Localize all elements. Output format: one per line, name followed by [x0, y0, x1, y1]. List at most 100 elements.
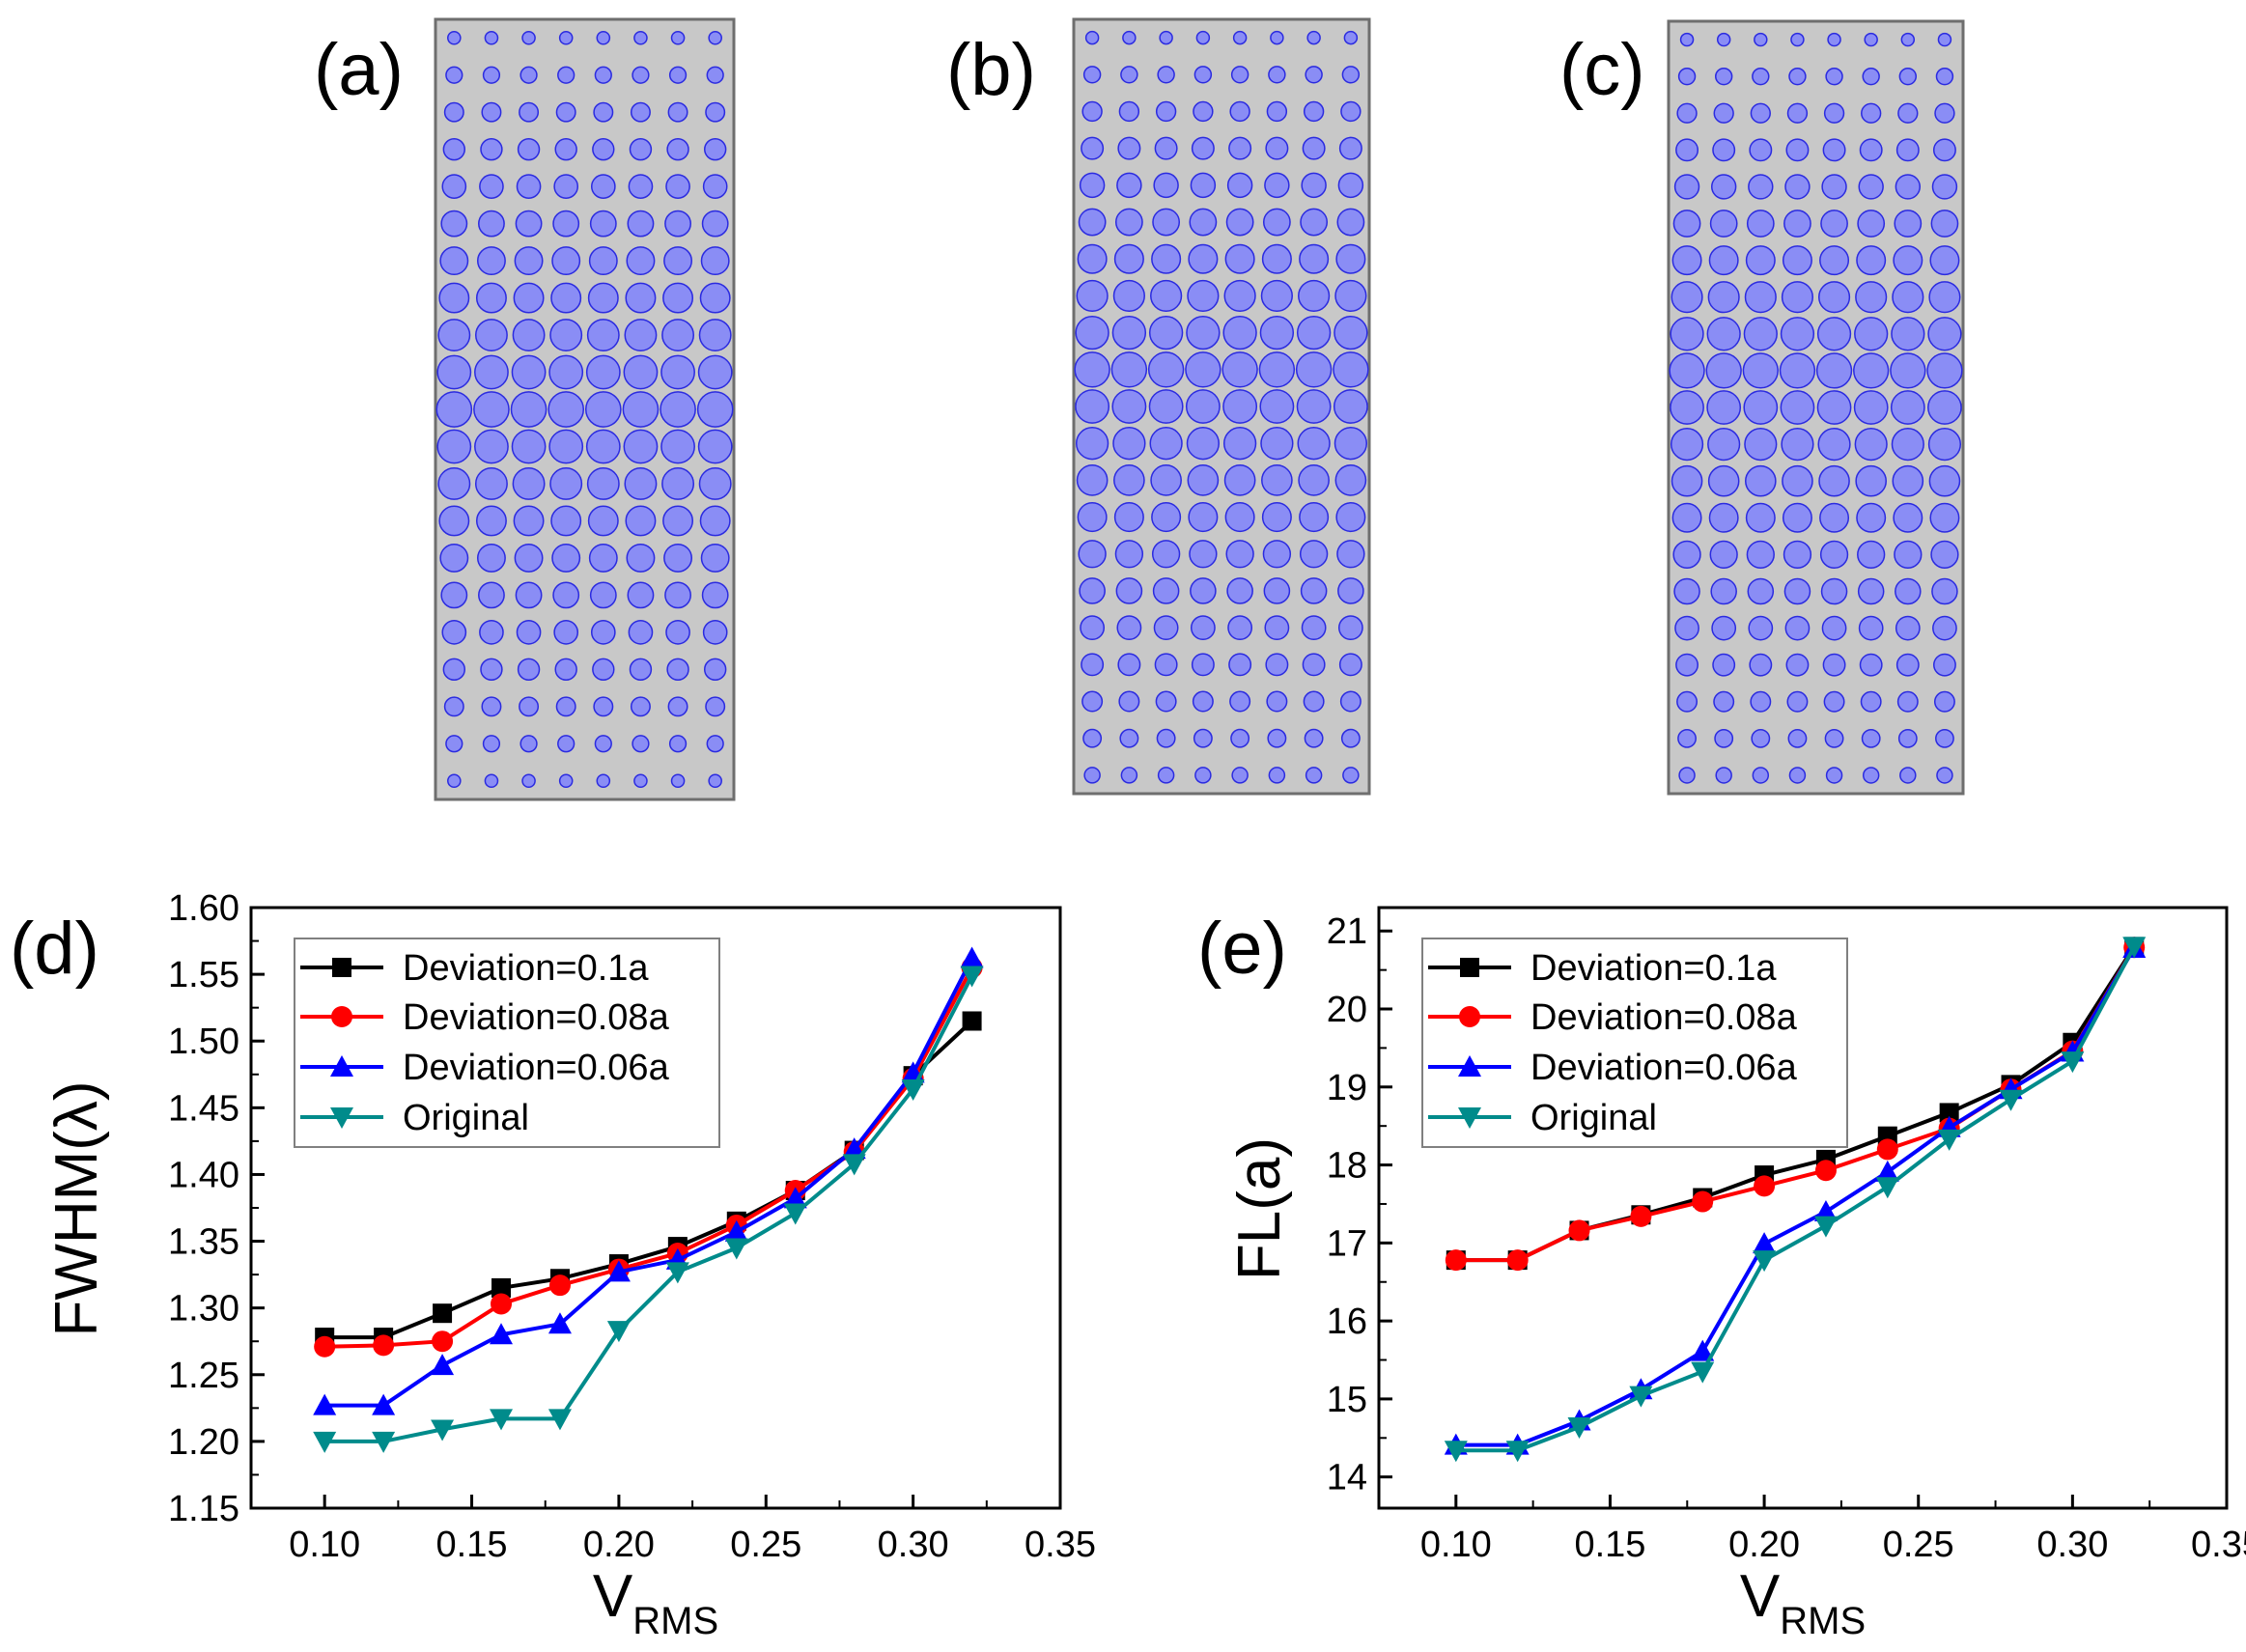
air-hole [1302, 136, 1326, 160]
air-hole [1303, 100, 1325, 123]
air-hole [1120, 767, 1138, 784]
air-hole [1189, 208, 1218, 237]
y-tick-label: 20 [1327, 990, 1367, 1030]
air-hole [1859, 138, 1883, 162]
air-hole [705, 101, 726, 123]
air-hole [517, 137, 541, 161]
fl-chart: 0.10 0.15 0.20 0.25 0.30 0.35 14 15 16 17 18 19 20 21… [1226, 906, 2246, 1642]
air-hole [1749, 138, 1773, 162]
air-hole [1678, 767, 1696, 784]
air-hole [1861, 102, 1882, 124]
air-hole [551, 543, 581, 573]
air-hole [481, 101, 502, 123]
air-hole [515, 581, 543, 609]
air-hole [1825, 767, 1843, 784]
air-hole [552, 581, 580, 609]
air-hole [1077, 243, 1108, 274]
air-hole [1716, 32, 1731, 47]
data-point [1444, 1441, 1468, 1463]
air-hole [1862, 767, 1880, 784]
air-hole [623, 354, 659, 390]
air-hole [441, 174, 467, 199]
air-hole [1742, 352, 1779, 389]
air-hole [1856, 245, 1887, 276]
air-hole [1189, 540, 1218, 569]
x-axis-label: VRMS [1740, 1563, 1866, 1642]
air-hole [1894, 540, 1923, 570]
air-hole [445, 735, 463, 753]
air-hole [1304, 728, 1324, 748]
air-hole [1185, 389, 1221, 424]
air-hole [553, 620, 579, 645]
data-point [1505, 1441, 1530, 1463]
air-hole [587, 282, 619, 314]
air-hole [1670, 427, 1704, 462]
air-hole [1897, 102, 1919, 124]
air-hole [1298, 464, 1330, 496]
air-hole [1926, 352, 1963, 389]
air-hole [1340, 728, 1361, 748]
air-hole [447, 773, 462, 789]
air-hole [628, 174, 654, 199]
data-point [330, 1055, 353, 1077]
air-hole [1261, 464, 1293, 496]
air-hole [1261, 502, 1292, 533]
air-hole [586, 467, 620, 500]
air-hole [703, 658, 727, 682]
air-hole [670, 773, 686, 789]
air-hole [1890, 352, 1926, 389]
air-hole [442, 137, 466, 161]
air-hole [1672, 210, 1701, 238]
air-hole [589, 210, 617, 238]
data-point [1460, 958, 1479, 977]
air-hole [632, 735, 650, 753]
air-hole [1894, 210, 1923, 238]
data-point [331, 1006, 352, 1027]
air-hole [439, 543, 469, 573]
air-hole [438, 505, 470, 537]
data-point [2061, 1051, 2085, 1074]
air-hole [1854, 317, 1889, 351]
data-point [1459, 1006, 1480, 1027]
data-point [962, 1011, 982, 1031]
air-hole [1222, 389, 1258, 424]
air-hole [519, 101, 540, 123]
air-hole [1306, 30, 1321, 45]
data-point [373, 1334, 395, 1357]
air-hole [1081, 100, 1103, 123]
y-tick-label: 1.40 [168, 1155, 239, 1195]
air-hole [1714, 728, 1734, 748]
air-hole [1929, 245, 1960, 276]
air-hole [593, 101, 614, 123]
air-hole [1268, 767, 1286, 784]
air-hole [1783, 577, 1811, 605]
air-hole [1860, 690, 1882, 713]
air-hole [1264, 615, 1290, 641]
air-hole [1676, 690, 1699, 713]
air-hole [1707, 281, 1740, 314]
air-hole [473, 391, 510, 428]
air-hole [1670, 317, 1704, 351]
air-hole [1078, 540, 1107, 569]
air-hole [1299, 243, 1330, 274]
air-hole [474, 429, 509, 464]
air-hole [1302, 653, 1326, 677]
air-hole [1670, 464, 1703, 497]
air-hole [476, 246, 506, 276]
slab-panel-3 [1667, 19, 1965, 796]
air-hole [1937, 32, 1952, 47]
air-hole [1816, 390, 1852, 425]
air-hole [1714, 67, 1733, 86]
air-hole [555, 101, 576, 123]
air-hole [1896, 690, 1919, 713]
air-hole [628, 620, 654, 645]
air-hole [475, 505, 507, 537]
air-hole [1258, 351, 1296, 388]
air-hole [702, 174, 728, 199]
air-hole [484, 773, 499, 789]
x-tick-label: 0.30 [2036, 1525, 2108, 1565]
air-hole [1190, 172, 1217, 199]
air-hole [554, 658, 577, 682]
air-hole [1266, 100, 1288, 123]
y-tick-label: 1.35 [168, 1222, 239, 1263]
